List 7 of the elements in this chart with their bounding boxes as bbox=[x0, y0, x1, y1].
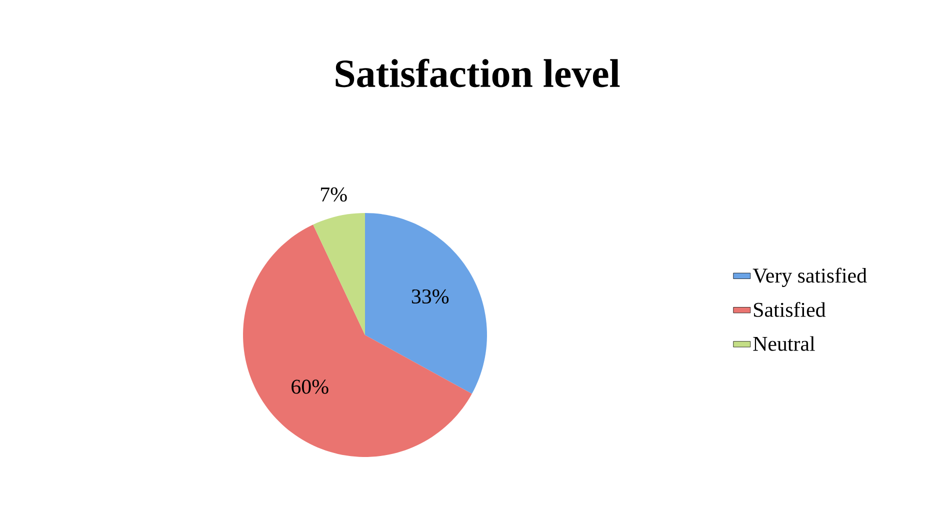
legend-label: Very satisfied bbox=[752, 268, 867, 288]
data-label: 33% bbox=[412, 289, 449, 304]
data-label: 60% bbox=[292, 380, 328, 394]
data-label: 7% bbox=[321, 187, 347, 202]
legend-label: Satisfied bbox=[754, 302, 826, 317]
legend-label: Neutral bbox=[753, 336, 815, 351]
chart-title: Satisfaction level bbox=[336, 58, 620, 88]
